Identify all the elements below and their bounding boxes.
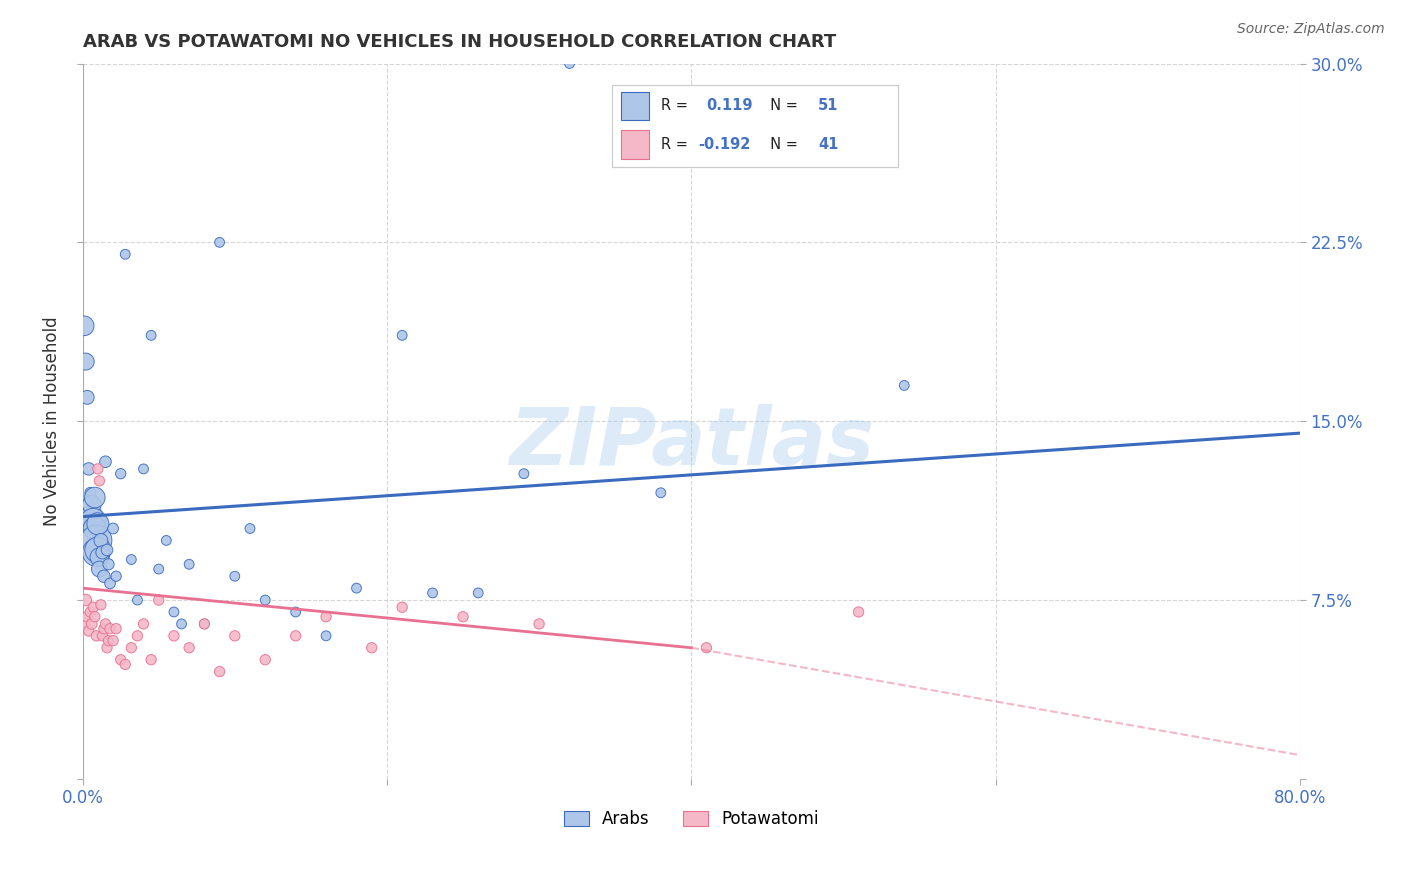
Point bbox=[83, 609, 105, 624]
Point bbox=[163, 605, 186, 619]
Point bbox=[193, 616, 215, 631]
Point bbox=[83, 522, 105, 536]
Point bbox=[170, 616, 193, 631]
Point bbox=[179, 558, 201, 572]
Point bbox=[83, 491, 105, 505]
Point bbox=[558, 56, 581, 70]
Point bbox=[89, 562, 111, 576]
Point bbox=[127, 593, 149, 607]
Point bbox=[513, 467, 536, 481]
Point bbox=[893, 378, 915, 392]
Point bbox=[87, 516, 110, 531]
Point bbox=[80, 509, 103, 524]
Point bbox=[86, 545, 108, 559]
Point bbox=[86, 533, 108, 548]
Point bbox=[695, 640, 717, 655]
Point bbox=[87, 543, 110, 558]
Point bbox=[75, 354, 97, 368]
Point bbox=[315, 629, 337, 643]
Point bbox=[105, 622, 128, 636]
Point bbox=[101, 633, 124, 648]
Point bbox=[254, 653, 277, 667]
Point bbox=[93, 622, 115, 636]
Point bbox=[79, 485, 101, 500]
Point bbox=[105, 569, 128, 583]
Point bbox=[73, 318, 96, 333]
Point bbox=[284, 629, 307, 643]
Point bbox=[208, 665, 231, 679]
Point bbox=[82, 600, 104, 615]
Point bbox=[90, 533, 112, 548]
Point bbox=[96, 640, 118, 655]
Point bbox=[86, 629, 108, 643]
Point bbox=[315, 609, 337, 624]
Point bbox=[76, 390, 98, 404]
Point bbox=[193, 616, 215, 631]
Point bbox=[98, 576, 121, 591]
Point bbox=[120, 552, 142, 566]
Point bbox=[139, 328, 162, 343]
Point bbox=[94, 616, 117, 631]
Point bbox=[148, 593, 170, 607]
Point bbox=[467, 586, 489, 600]
Point bbox=[97, 558, 120, 572]
Point bbox=[77, 624, 100, 638]
Point bbox=[360, 640, 382, 655]
Point bbox=[90, 598, 112, 612]
Point bbox=[96, 543, 118, 558]
Point bbox=[208, 235, 231, 250]
Point bbox=[93, 569, 115, 583]
Legend: Arabs, Potawatomi: Arabs, Potawatomi bbox=[557, 804, 825, 835]
Point bbox=[79, 605, 101, 619]
Point bbox=[163, 629, 186, 643]
Point bbox=[110, 467, 132, 481]
Point bbox=[114, 247, 136, 261]
Point bbox=[179, 640, 201, 655]
Point bbox=[346, 581, 368, 595]
Y-axis label: No Vehicles in Household: No Vehicles in Household bbox=[44, 317, 60, 526]
Point bbox=[120, 640, 142, 655]
Point bbox=[254, 593, 277, 607]
Point bbox=[224, 569, 246, 583]
Point bbox=[87, 462, 110, 476]
Point bbox=[650, 485, 672, 500]
Point bbox=[224, 629, 246, 643]
Point bbox=[239, 522, 262, 536]
Point bbox=[73, 616, 96, 631]
Point bbox=[89, 550, 111, 565]
Point bbox=[82, 514, 104, 528]
Text: ARAB VS POTAWATOMI NO VEHICLES IN HOUSEHOLD CORRELATION CHART: ARAB VS POTAWATOMI NO VEHICLES IN HOUSEH… bbox=[83, 33, 837, 51]
Point bbox=[91, 629, 114, 643]
Text: Source: ZipAtlas.com: Source: ZipAtlas.com bbox=[1237, 22, 1385, 37]
Point bbox=[94, 455, 117, 469]
Point bbox=[148, 562, 170, 576]
Point bbox=[77, 462, 100, 476]
Point bbox=[89, 474, 111, 488]
Text: ZIPatlas: ZIPatlas bbox=[509, 404, 873, 482]
Point bbox=[527, 616, 550, 631]
Point bbox=[80, 616, 103, 631]
Point bbox=[101, 522, 124, 536]
Point bbox=[155, 533, 177, 548]
Point bbox=[110, 653, 132, 667]
Point bbox=[76, 609, 98, 624]
Point bbox=[98, 622, 121, 636]
Point bbox=[114, 657, 136, 672]
Point bbox=[284, 605, 307, 619]
Point bbox=[391, 600, 413, 615]
Point bbox=[848, 605, 870, 619]
Point bbox=[91, 545, 114, 559]
Point bbox=[132, 616, 155, 631]
Point bbox=[127, 629, 149, 643]
Point bbox=[97, 633, 120, 648]
Point bbox=[139, 653, 162, 667]
Point bbox=[132, 462, 155, 476]
Point bbox=[391, 328, 413, 343]
Point bbox=[80, 498, 103, 512]
Point bbox=[75, 593, 97, 607]
Point bbox=[422, 586, 444, 600]
Point bbox=[451, 609, 474, 624]
